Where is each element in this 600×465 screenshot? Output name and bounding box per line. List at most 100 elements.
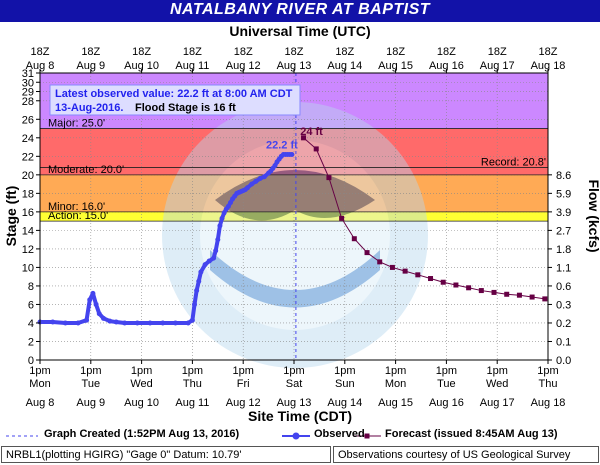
y-tick-label: 4	[28, 318, 34, 330]
forecast-point	[402, 268, 408, 274]
forecast-point	[364, 250, 370, 256]
observed-point	[62, 320, 68, 326]
x2-tick-date-label: Aug 15	[378, 60, 413, 72]
flow-tick-label: 1.1	[556, 262, 571, 274]
observed-point	[160, 320, 166, 326]
observed-point	[147, 320, 153, 326]
title-bar	[0, 0, 600, 22]
threshold-label-action: Action: 15.0'	[48, 210, 108, 222]
x-tick-day-label: Mon	[29, 378, 50, 390]
x-tick-date-label: Aug 17	[480, 397, 515, 409]
y-tick-label: 30	[22, 77, 34, 89]
observed-point	[122, 320, 128, 326]
x-tick-date-label: Aug 13	[277, 397, 312, 409]
x2-tick-time-label: 18Z	[488, 46, 507, 58]
y-tick-label: 0	[28, 355, 34, 367]
flow-tick-label: 0.1	[556, 336, 571, 348]
y-tick-label: 12	[22, 244, 34, 256]
flow-tick-label: 0.2	[556, 318, 571, 330]
x-tick-time-label: 1pm	[436, 365, 457, 377]
x2-tick-time-label: 18Z	[31, 46, 50, 58]
x-tick-day-label: Sat	[286, 378, 303, 390]
y-tick-label: 22	[22, 151, 34, 163]
observed-point	[93, 301, 99, 307]
legend-forecast-label: Forecast (issued 8:45AM Aug 13)	[385, 428, 558, 440]
x2-tick-time-label: 18Z	[437, 46, 456, 58]
action-band	[40, 211, 548, 222]
x2-tick-date-label: Aug 10	[124, 60, 159, 72]
observed-point	[96, 311, 102, 317]
top-axis-title: Universal Time (UTC)	[229, 23, 370, 39]
observed-point	[221, 210, 227, 216]
observed-point	[198, 269, 204, 275]
observed-point	[84, 317, 90, 323]
footer-credit: Observations courtesy of US Geological S…	[333, 446, 599, 463]
observed-point	[213, 248, 219, 254]
info-box-date: 13-Aug-2016.	[55, 102, 123, 114]
footer-datum: NRBL1(plotting HGIRG) "Gage 0" Datum: 10…	[1, 446, 331, 463]
x-tick-date-label: Aug 9	[76, 397, 105, 409]
x2-tick-date-label: Aug 17	[480, 60, 515, 72]
forecast-point	[453, 282, 459, 288]
forecast-point	[415, 272, 421, 278]
legend: Graph Created (1:52PM Aug 13, 2016) Obse…	[0, 428, 600, 444]
y-tick-label: 28	[22, 96, 34, 108]
x-tick-day-label: Tue	[437, 378, 456, 390]
x-tick-date-label: Aug 8	[26, 397, 55, 409]
forecast-point	[529, 294, 535, 300]
y-tick-label: 29	[22, 87, 34, 99]
flow-tick-label: 0.3	[556, 299, 571, 311]
noaa-watermark	[162, 102, 428, 368]
left-axis-title: Stage (ft)	[3, 186, 19, 247]
legend-created-label: Graph Created (1:52PM Aug 13, 2016)	[44, 428, 240, 440]
x2-tick-date-label: Aug 14	[327, 60, 362, 72]
x-tick-time-label: 1pm	[334, 365, 355, 377]
x2-tick-time-label: 18Z	[386, 46, 405, 58]
observed-point	[185, 320, 191, 326]
observed-peak-label: 22.2 ft	[266, 139, 298, 151]
x2-tick-date-label: Aug 11	[175, 60, 209, 72]
x-tick-time-label: 1pm	[29, 365, 50, 377]
observed-point	[211, 255, 217, 261]
observed-point	[192, 301, 198, 307]
threshold-label-minor: Minor: 16.0'	[48, 201, 105, 213]
forecast-point	[313, 146, 319, 152]
x2-tick-date-label: Aug 18	[531, 60, 566, 72]
x-tick-date-label: Aug 11	[175, 397, 209, 409]
forecast-point	[542, 296, 548, 302]
flow-tick-label: 5.9	[556, 188, 571, 200]
y-tick-label: 2	[28, 336, 34, 348]
x-tick-day-label: Mon	[385, 378, 406, 390]
x2-tick-time-label: 18Z	[539, 46, 558, 58]
y-tick-label: 20	[22, 170, 34, 182]
observed-point	[101, 315, 106, 321]
threshold-label-moderate: Moderate: 20.0'	[48, 164, 124, 176]
x-tick-time-label: 1pm	[385, 365, 406, 377]
x2-tick-date-label: Aug 9	[76, 60, 105, 72]
observed-point	[219, 215, 225, 221]
x2-tick-date-label: Aug 12	[226, 60, 261, 72]
forecast-point	[339, 215, 345, 221]
forecast-point	[478, 288, 484, 294]
forecast-point	[377, 259, 383, 265]
record-label: Record: 20.8'	[481, 156, 546, 168]
y-tick-label: 8	[28, 281, 34, 293]
observed-point	[225, 203, 231, 209]
y-tick-label: 6	[28, 299, 34, 311]
y-tick-label: 10	[22, 262, 34, 274]
forecast-point	[491, 289, 497, 295]
legend-swatches	[6, 432, 381, 440]
x2-tick-time-label: 18Z	[234, 46, 253, 58]
observed-point	[257, 176, 263, 182]
x2-tick-time-label: 18Z	[285, 46, 304, 58]
forecast-point	[351, 236, 357, 242]
x-tick-date-label: Aug 10	[124, 397, 159, 409]
x-tick-date-label: Aug 15	[378, 397, 413, 409]
x-tick-date-label: Aug 18	[531, 397, 566, 409]
watermark-outer-ring	[162, 102, 428, 368]
x2-tick-time-label: 18Z	[335, 46, 354, 58]
x-tick-date-label: Aug 14	[327, 397, 362, 409]
x-tick-day-label: Tue	[82, 378, 101, 390]
observed-point	[113, 319, 119, 325]
